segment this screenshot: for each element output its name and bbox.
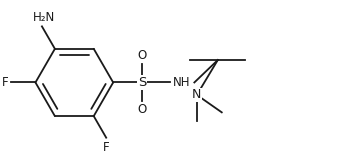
Text: NH: NH (173, 76, 191, 89)
Text: O: O (137, 103, 147, 116)
Text: S: S (138, 76, 146, 89)
Text: F: F (1, 76, 8, 89)
Text: O: O (137, 49, 147, 62)
Text: F: F (103, 141, 109, 154)
Text: N: N (192, 88, 201, 101)
Text: H₂N: H₂N (33, 11, 55, 24)
